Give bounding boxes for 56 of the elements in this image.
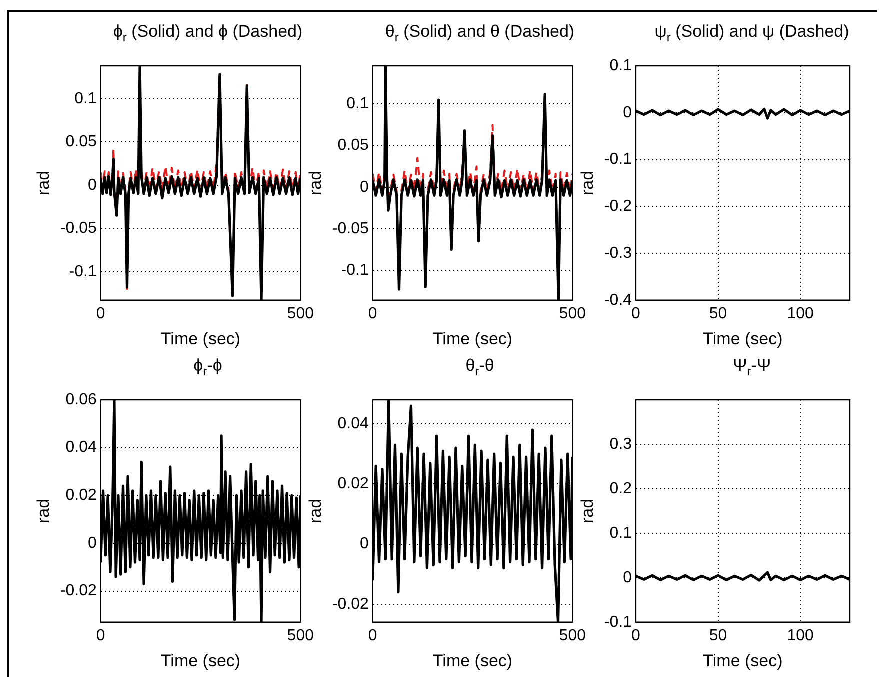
x-tick-label: 50 <box>709 627 728 644</box>
chart-title: ϕ$_{r}$-ϕ <box>192 356 224 378</box>
y-axis-title: rad <box>34 498 53 524</box>
y-tick-label: -0.4 <box>604 292 632 309</box>
y-tick-label: -0.1 <box>604 151 632 168</box>
y-axis-title: rad <box>578 498 597 524</box>
x-axis-title: Time (sec) <box>160 651 241 670</box>
y-tick-label: 0.02 <box>66 487 97 504</box>
x-tick-label: 100 <box>787 627 814 644</box>
x-tick-label: 500 <box>559 627 586 644</box>
y-tick-label: -0.1 <box>69 263 97 280</box>
x-axis-title: Time (sec) <box>160 329 241 348</box>
y-tick-label: -0.3 <box>604 244 632 262</box>
y-tick-label: 0 <box>360 536 369 553</box>
y-axis-title: rad <box>306 498 325 524</box>
y-tick-label: 0.1 <box>346 96 369 113</box>
y-tick-label: 0.3 <box>610 436 632 453</box>
x-tick-label: 50 <box>709 305 728 322</box>
y-tick-label: 0.1 <box>610 57 632 74</box>
chart-title: ϕ$_{r}$ (Solid) and ϕ (Dashed) <box>112 22 304 44</box>
x-tick-label: 500 <box>287 627 314 644</box>
y-tick-label: -0.1 <box>341 262 369 279</box>
x-axis-title: Time (sec) <box>703 329 783 348</box>
x-axis-title: Time (sec) <box>703 651 783 670</box>
y-tick-label: 0 <box>360 178 369 196</box>
chart-title: θ$_{r}$-θ <box>464 356 496 378</box>
y-tick-label: 0.1 <box>74 90 97 108</box>
x-axis-title: Time (sec) <box>432 651 513 670</box>
y-tick-label: 0.02 <box>338 476 369 493</box>
x-axis-title: Time (sec) <box>432 329 513 348</box>
x-tick-label: 500 <box>559 305 586 322</box>
chart-title: θ$_{r}$ (Solid) and θ (Dashed) <box>384 22 576 44</box>
y-tick-label: 0.04 <box>338 415 369 432</box>
y-tick-label: 0 <box>88 534 97 552</box>
x-tick-label: 500 <box>287 305 314 322</box>
y-tick-label: 0 <box>623 569 632 586</box>
x-tick-label: 100 <box>787 305 814 322</box>
y-tick-label: -0.02 <box>332 596 369 613</box>
y-tick-label: -0.05 <box>332 220 369 238</box>
y-tick-label: -0.02 <box>60 582 97 600</box>
y-tick-label: 0.04 <box>66 439 97 456</box>
y-tick-label: 0.2 <box>610 480 632 498</box>
y-tick-label: 0 <box>88 176 97 194</box>
y-axis-title: rad <box>306 170 325 196</box>
y-tick-label: 0.05 <box>338 137 369 154</box>
y-tick-label: 0.1 <box>610 524 632 542</box>
y-tick-label: -0.05 <box>60 220 97 238</box>
y-axis-title: rad <box>578 170 597 196</box>
y-tick-label: -0.1 <box>604 614 632 631</box>
y-tick-label: 0.06 <box>66 391 97 408</box>
y-axis-title: rad <box>34 170 53 196</box>
y-tick-label: 0 <box>623 104 632 122</box>
chart-title: Ψ$_{r}$-Ψ <box>732 356 772 378</box>
chart-title: ψ$_{r}$ (Solid) and ψ (Dashed) <box>654 22 850 44</box>
y-tick-label: -0.2 <box>604 198 632 216</box>
y-tick-label: 0.05 <box>66 134 97 151</box>
